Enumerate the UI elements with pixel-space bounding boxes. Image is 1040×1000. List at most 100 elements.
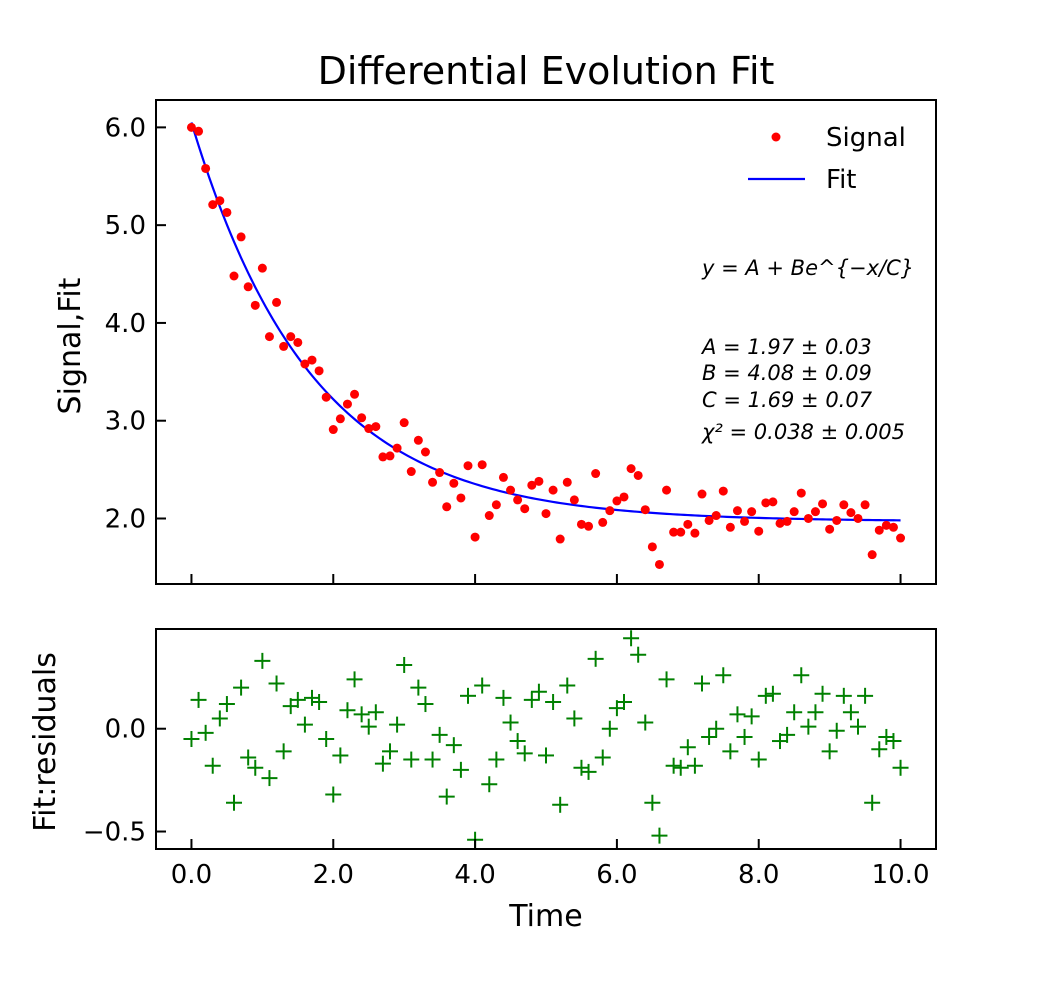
signal-point — [229, 271, 239, 281]
residual-point — [452, 761, 469, 778]
signal-point — [463, 461, 473, 471]
residual-point — [382, 743, 398, 760]
signal-point — [704, 515, 714, 525]
signal-point — [598, 517, 608, 527]
signal-point — [428, 477, 438, 487]
signal-point — [442, 502, 452, 512]
signal-point — [470, 532, 480, 542]
signal-point — [662, 485, 672, 495]
signal-point — [860, 500, 870, 510]
residual-point — [211, 710, 228, 727]
signal-point — [789, 507, 799, 517]
signal-point — [669, 527, 679, 537]
residual-point — [488, 751, 505, 768]
bottom-y-axis-label: Fit:residuals — [28, 652, 63, 832]
signal-point — [413, 435, 423, 445]
top-y-tick-label: 6.0 — [105, 113, 146, 143]
signal-point — [740, 516, 750, 526]
residual-point — [630, 646, 647, 663]
residual-point — [807, 704, 824, 721]
legend-signal-label: Signal — [826, 123, 906, 153]
signal-point — [896, 533, 906, 543]
signal-point — [576, 519, 586, 529]
signal-point — [314, 366, 324, 376]
residual-point — [374, 755, 391, 772]
residual-point — [530, 683, 547, 700]
signal-point — [732, 506, 742, 516]
bottom-x-tick-label: 4.0 — [454, 860, 495, 890]
signal-point — [697, 489, 707, 499]
residual-point — [679, 739, 696, 756]
signal-point — [548, 485, 558, 495]
bottom-y-tick-label: −0.5 — [83, 818, 146, 848]
residual-point — [566, 710, 583, 727]
residual-point — [637, 714, 654, 731]
signal-point — [541, 509, 551, 519]
residual-point — [389, 716, 406, 733]
residual-point — [573, 759, 590, 776]
residual-point — [183, 731, 200, 747]
residual-point — [793, 667, 810, 684]
residual-point — [460, 687, 476, 704]
signal-point — [768, 497, 778, 507]
residual-point — [353, 706, 370, 723]
signal-point — [818, 499, 828, 509]
signal-point — [215, 196, 225, 206]
legend-signal-marker — [771, 132, 781, 142]
signal-point — [527, 480, 537, 490]
residual-point — [701, 728, 718, 745]
residual-point — [311, 693, 328, 710]
top-y-tick-label: 3.0 — [105, 407, 146, 437]
signal-point — [612, 496, 622, 506]
signal-point — [378, 452, 388, 462]
residual-point — [786, 704, 803, 721]
signal-point — [520, 504, 530, 514]
signal-point — [626, 464, 636, 474]
residual-point — [296, 716, 313, 733]
residual-point — [509, 733, 526, 750]
x-axis-label: Time — [508, 899, 582, 934]
signal-point — [406, 467, 416, 477]
residual-point — [545, 693, 562, 710]
signal-point — [562, 477, 572, 487]
residual-point — [743, 708, 760, 725]
param-c: C = 1.69 ± 0.07 — [702, 388, 873, 412]
residual-point — [850, 718, 866, 735]
top-ticks: 2.0 3.0 4.0 5.0 6.0 — [105, 113, 902, 584]
residual-point — [396, 656, 413, 673]
signal-point — [619, 492, 629, 502]
signal-point — [683, 519, 693, 529]
residual-point — [233, 679, 250, 696]
residual-point — [842, 704, 859, 721]
residual-point — [559, 677, 576, 694]
signal-point — [803, 513, 813, 523]
signal-point — [810, 507, 820, 517]
signal-point — [222, 207, 232, 217]
chart-title: Differential Evolution Fit — [318, 49, 775, 93]
param-b: B = 4.08 ± 0.09 — [702, 361, 872, 385]
residual-point — [516, 745, 533, 762]
param-chi-squared: χ² = 0.038 ± 0.005 — [701, 420, 905, 444]
signal-point — [257, 263, 267, 273]
signal-point — [385, 451, 395, 461]
residual-point — [864, 794, 881, 811]
fit-equation: y = A + Be^{−x/C} — [701, 256, 914, 280]
residual-point — [814, 685, 831, 702]
signal-point — [250, 300, 260, 310]
legend: Signal Fit — [748, 123, 906, 195]
signal-point — [435, 468, 445, 478]
residual-point — [736, 728, 753, 745]
signal-point — [605, 506, 615, 516]
signal-point — [286, 332, 296, 342]
residual-point — [601, 720, 618, 737]
signal-point — [293, 337, 303, 347]
residual-point — [218, 696, 235, 713]
top-axes-frame — [155, 99, 937, 585]
residual-point — [538, 747, 554, 764]
top-y-tick-label: 5.0 — [105, 211, 146, 241]
signal-point — [534, 476, 544, 486]
residual-point — [197, 724, 214, 741]
fit-equation-annotation: y = A + Be^{−x/C} A = 1.97 ± 0.03 B = 4.… — [700, 256, 914, 444]
signal-point — [201, 163, 211, 173]
residual-point — [892, 759, 909, 776]
